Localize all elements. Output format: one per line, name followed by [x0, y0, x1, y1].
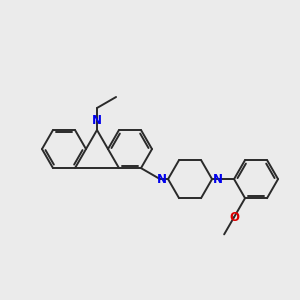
Text: N: N — [157, 172, 167, 186]
Text: N: N — [213, 172, 223, 186]
Text: O: O — [229, 211, 239, 224]
Text: N: N — [92, 114, 102, 127]
